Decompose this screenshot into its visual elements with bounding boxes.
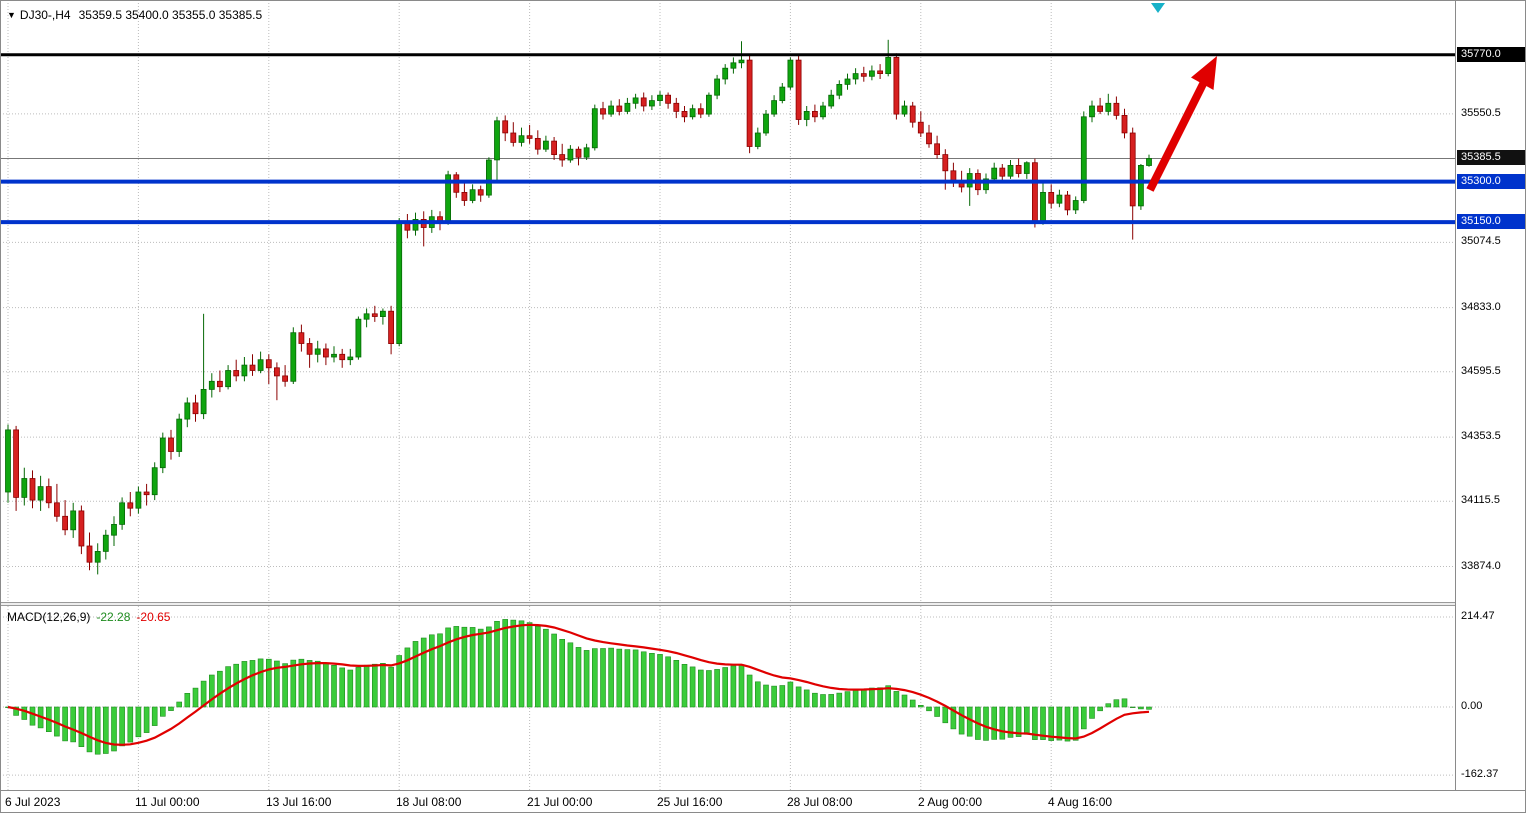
time-axis-label: 18 Jul 08:00 bbox=[396, 795, 462, 809]
time-axis-label: 28 Jul 08:00 bbox=[787, 795, 853, 809]
macd-axis-label: 0.00 bbox=[1461, 700, 1483, 712]
price-axis-label: 33874.0 bbox=[1461, 560, 1501, 572]
macd-label: MACD(12,26,9) -22.28 -20.65 bbox=[7, 610, 176, 624]
time-axis-label: 2 Aug 00:00 bbox=[918, 795, 983, 809]
time-axis[interactable]: 6 Jul 2023 11 Jul 00:00 13 Jul 16:00 18 Jul… bbox=[0, 790, 1526, 813]
time-axis-label: 11 Jul 00:00 bbox=[135, 795, 200, 809]
macd-name: MACD(12,26,9) bbox=[7, 610, 91, 624]
price-axis-label: 35074.5 bbox=[1461, 235, 1501, 247]
price-axis-label: 34115.5 bbox=[1461, 494, 1500, 506]
price-chart-pane[interactable] bbox=[0, 0, 1455, 602]
time-axis-label: 13 Jul 16:00 bbox=[266, 795, 332, 809]
macd-main-value: -22.28 bbox=[96, 610, 131, 624]
symbol-dropdown-icon[interactable]: ▼ bbox=[7, 10, 16, 20]
time-axis-label: 21 Jul 00:00 bbox=[527, 795, 593, 809]
macd-indicator-pane[interactable] bbox=[0, 606, 1455, 790]
price-level-badge: 35150.0 bbox=[1457, 214, 1525, 229]
ohlc-quote: 35359.5 35400.0 35355.0 35385.5 bbox=[78, 8, 263, 22]
price-axis-label: 34833.0 bbox=[1461, 301, 1501, 313]
macd-axis-label: -162.37 bbox=[1461, 768, 1499, 780]
macd-signal-value: -20.65 bbox=[136, 610, 171, 624]
macd-signal-line bbox=[7, 623, 1150, 746]
macd-histogram bbox=[5, 619, 1152, 755]
time-axis-label: 25 Jul 16:00 bbox=[657, 795, 723, 809]
pane-separator[interactable] bbox=[0, 602, 1526, 606]
time-axis-label: 6 Jul 2023 bbox=[5, 795, 61, 809]
price-axis-label: 34353.5 bbox=[1461, 430, 1501, 442]
chart-shift-marker-icon[interactable] bbox=[1151, 3, 1165, 13]
current-price-badge: 35385.5 bbox=[1457, 150, 1525, 165]
price-level-badge: 35300.0 bbox=[1457, 174, 1525, 189]
macd-axis-label: 214.47 bbox=[1461, 610, 1495, 622]
symbol-ohlc-label: ▼ DJ30-,H4 35359.5 35400.0 35355.0 35385.5 bbox=[7, 8, 262, 22]
price-axis[interactable]: 35550.5 35074.5 34833.0 34595.5 34353.5 34115… bbox=[1455, 0, 1526, 790]
price-axis-label: 35550.5 bbox=[1461, 107, 1501, 119]
price-level-badge: 35770.0 bbox=[1457, 47, 1525, 62]
macd-canvas[interactable] bbox=[0, 606, 1455, 790]
price-chart-canvas[interactable] bbox=[0, 0, 1455, 602]
symbol-name: DJ30-,H4 bbox=[19, 8, 71, 22]
price-axis-label: 34595.5 bbox=[1461, 365, 1501, 377]
trend-arrow-annotation[interactable] bbox=[1146, 56, 1217, 192]
time-axis-label: 4 Aug 16:00 bbox=[1048, 795, 1113, 809]
